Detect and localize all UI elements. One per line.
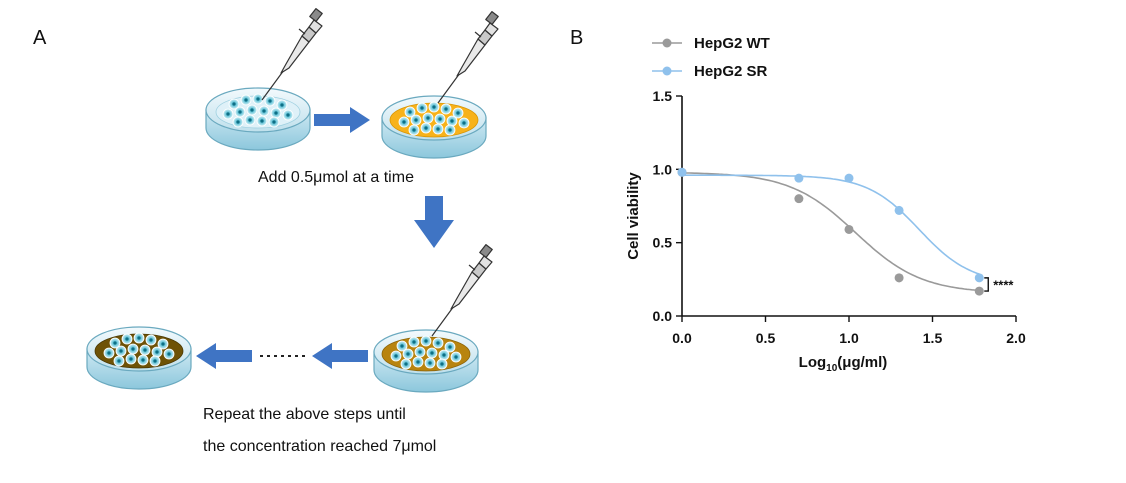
y-axis-label: Cell viability [625, 172, 642, 260]
legend-label: HepG2 SR [694, 63, 768, 80]
arrow-left-icon [312, 343, 368, 369]
pipette-icon [431, 243, 493, 337]
data-point [974, 286, 984, 296]
arrow-left-icon [196, 343, 252, 369]
panel-a-label: A [33, 27, 47, 49]
fit-curve-wt [682, 172, 980, 292]
data-point [844, 224, 854, 234]
add-caption: Add 0.5μmol at a time [258, 169, 414, 186]
significance-label: **** [993, 277, 1014, 292]
petri-dish-yellow [381, 95, 487, 159]
x-axis-label: Log10(μg/ml) [799, 354, 888, 374]
repeat-caption-line-1: Repeat the above steps until [203, 406, 406, 423]
y-tick-label: 1.0 [653, 161, 673, 177]
data-point [894, 273, 904, 283]
panel-b-label: B [570, 27, 583, 49]
legend-label: HepG2 WT [694, 35, 770, 52]
data-point [794, 173, 804, 183]
x-tick-label: 2.0 [1006, 330, 1026, 346]
petri-dish-clear [205, 87, 311, 151]
y-tick-label: 0.5 [653, 235, 673, 251]
arrow-down-icon [414, 196, 454, 248]
y-tick-label: 0.0 [653, 308, 673, 324]
legend-marker [662, 66, 672, 76]
pipette-icon [437, 10, 499, 104]
petri-dish-brown [86, 326, 192, 390]
data-point [974, 273, 984, 283]
y-tick-label: 1.5 [653, 88, 673, 104]
data-point [844, 173, 854, 183]
repeat-caption-line-2: the concentration reached 7μmol [203, 438, 436, 455]
x-tick-label: 1.5 [923, 330, 943, 346]
dose-response-chart: 0.0 0.5 1.0 1.5 2.0 0.0 0.5 1.0 1.5 Log10(μg/ml) C… [625, 35, 1026, 374]
arrow-right-icon [314, 107, 370, 133]
x-tick-label: 0.0 [672, 330, 692, 346]
fit-curve-sr [682, 174, 980, 275]
petri-dish-ochre [373, 329, 479, 393]
significance-bracket [984, 277, 989, 292]
legend-marker [662, 38, 672, 48]
data-point [677, 167, 687, 177]
x-tick-label: 1.0 [839, 330, 859, 346]
data-point [794, 194, 804, 204]
pipette-icon [261, 7, 323, 101]
data-point [894, 205, 904, 215]
x-tick-label: 0.5 [756, 330, 776, 346]
